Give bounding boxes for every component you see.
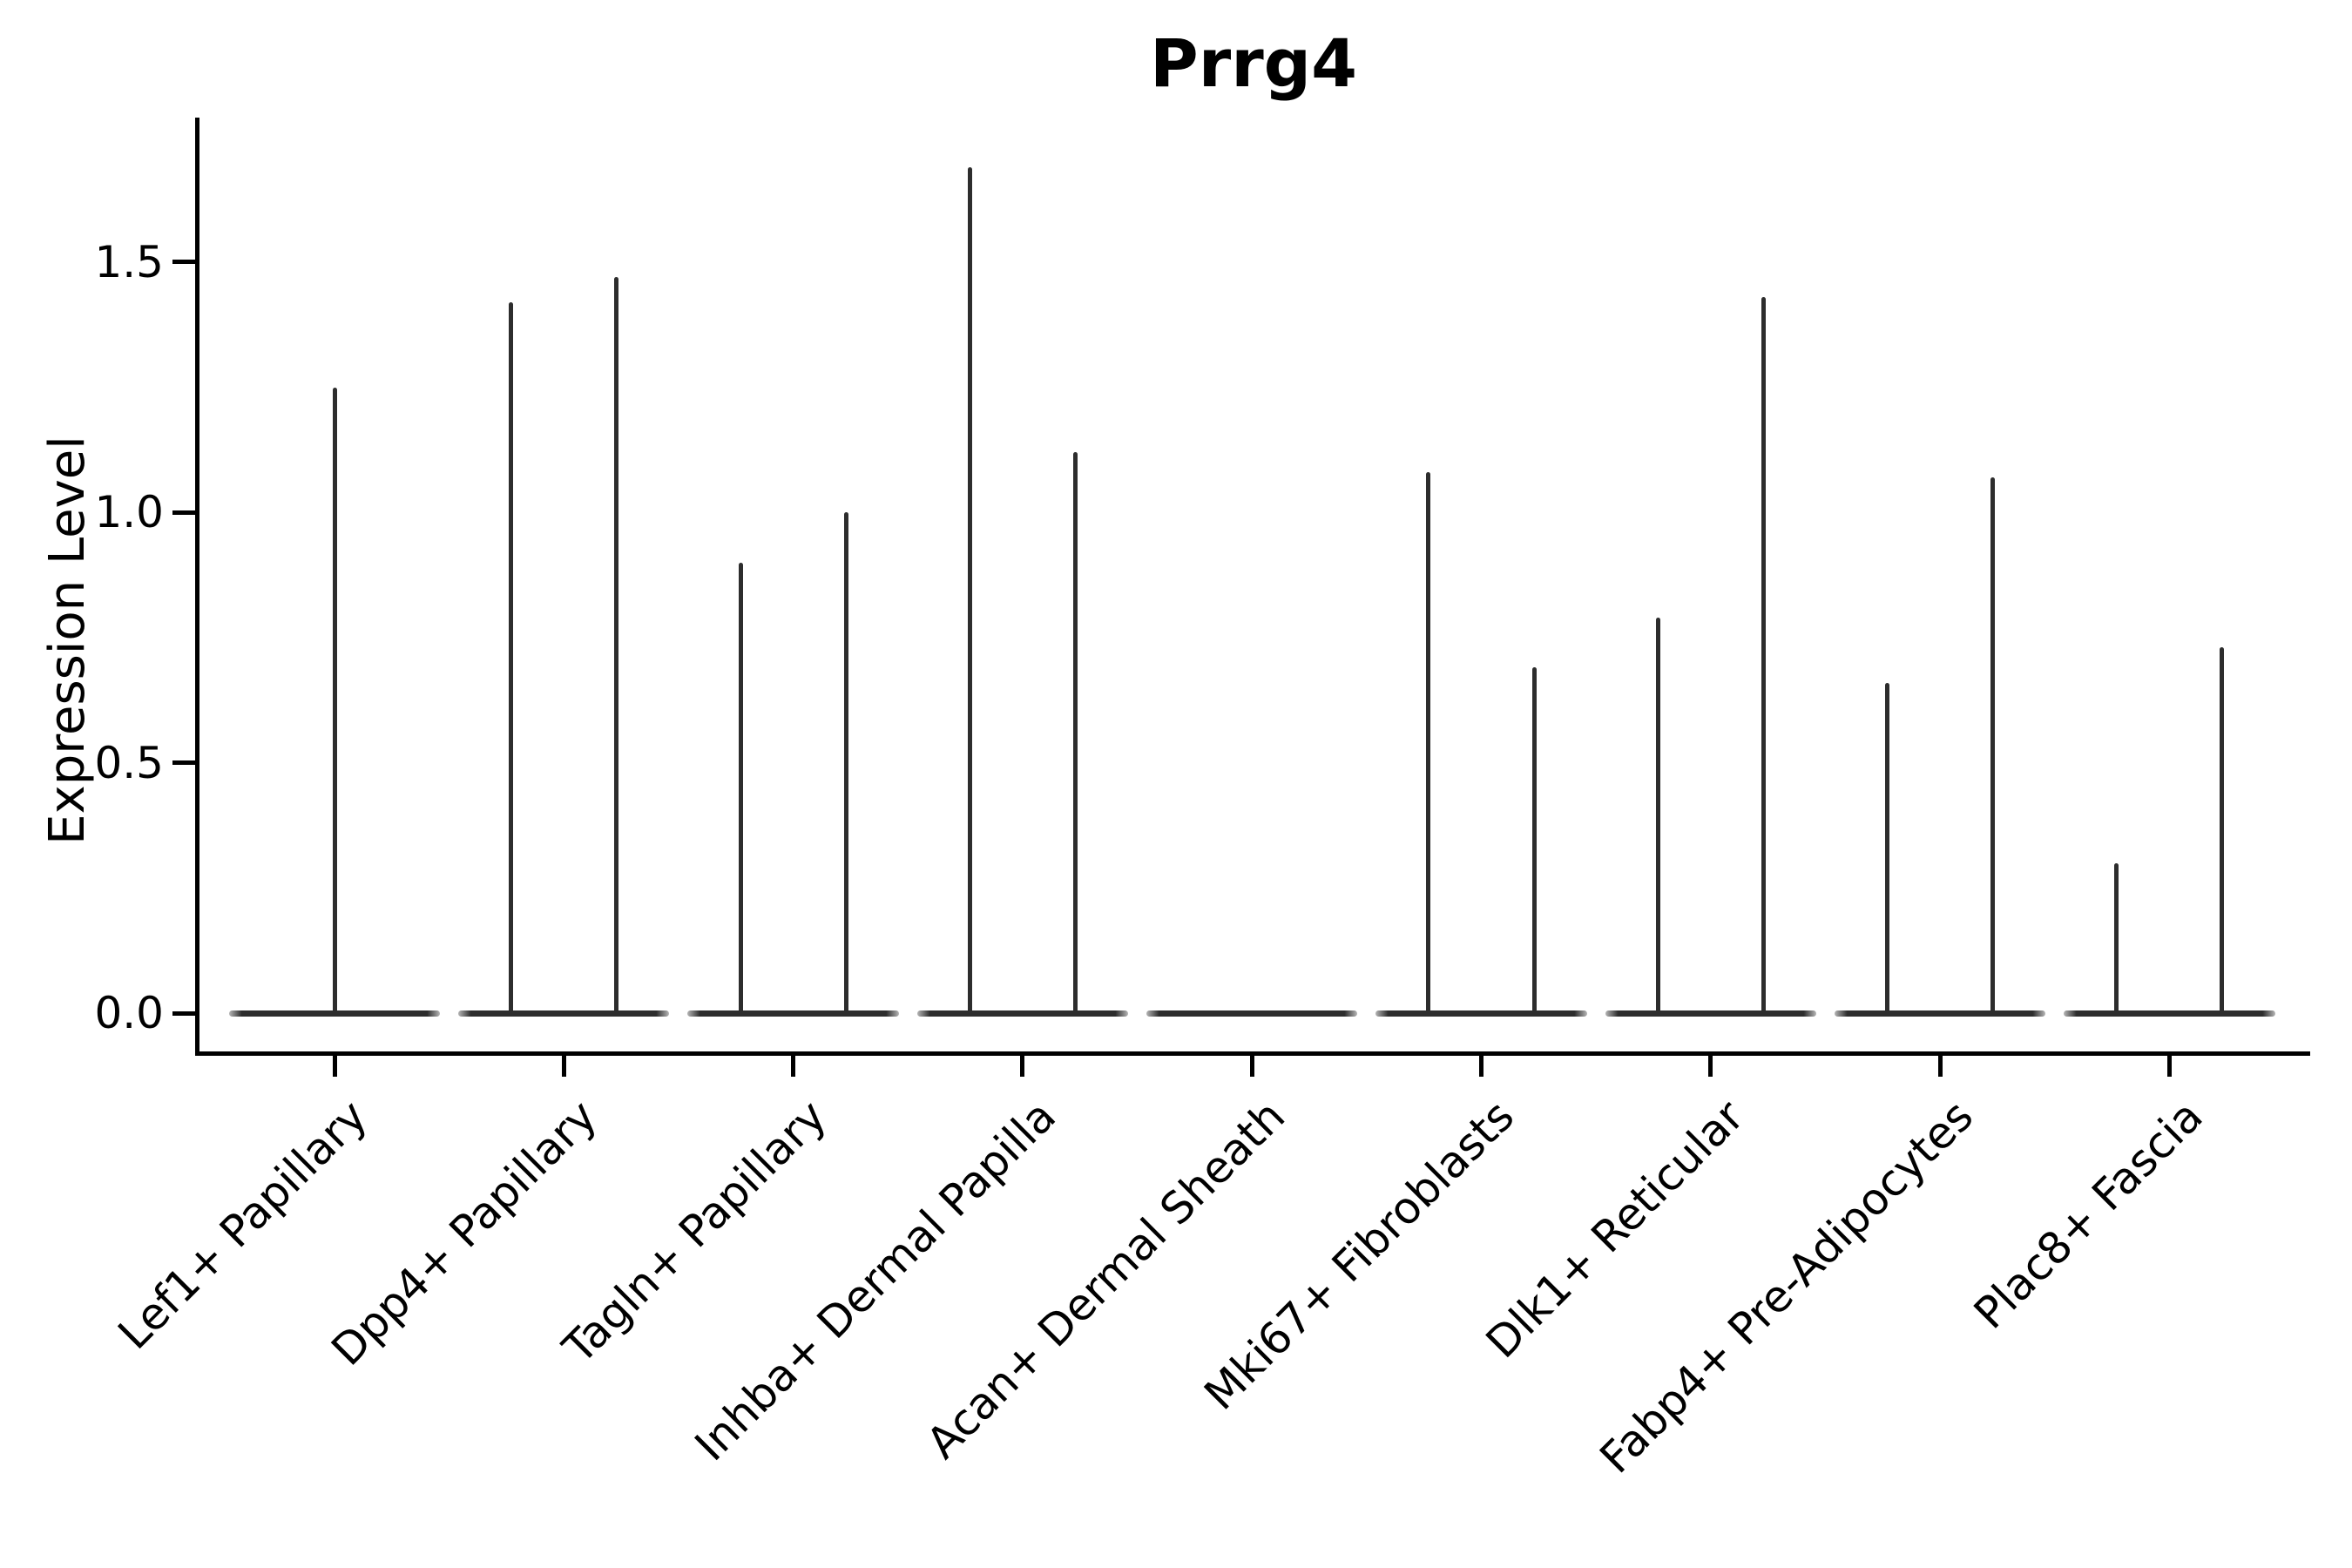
violin-base <box>687 1010 899 1017</box>
violin-base <box>2064 1010 2275 1017</box>
y-tick-label: 0.5 <box>94 737 164 788</box>
x-tick-mark <box>1937 1056 1943 1077</box>
violin-spike <box>1531 667 1537 1013</box>
violin-spike <box>1885 682 1890 1013</box>
violin-spike <box>1761 297 1766 1013</box>
x-tick-label: Fabp4+ Pre-Adipocytes <box>1590 1091 1984 1484</box>
y-tick-mark <box>172 1010 195 1016</box>
y-axis-spine <box>195 118 199 1056</box>
x-tick-mark <box>1249 1056 1254 1077</box>
violin-spike <box>1990 477 1996 1013</box>
violin-spike <box>843 512 848 1013</box>
x-tick-mark <box>1479 1056 1484 1077</box>
violin-spike <box>1072 452 1078 1013</box>
y-tick-label: 1.5 <box>94 236 164 287</box>
violin-base <box>1146 1010 1358 1017</box>
violin-spike <box>1655 617 1660 1013</box>
violin-spike <box>509 301 514 1013</box>
violin-spike <box>1426 472 1431 1013</box>
violin-spike <box>332 387 337 1013</box>
violin-base <box>916 1010 1129 1017</box>
violin-base <box>458 1010 670 1017</box>
violin-base <box>1834 1010 2046 1017</box>
violin-spike <box>967 166 972 1013</box>
y-tick-label: 1.0 <box>94 487 164 538</box>
y-axis-label: Expression Level <box>39 436 96 845</box>
x-tick-mark <box>2166 1056 2172 1077</box>
x-tick-label: Plac8+ Fascia <box>1963 1091 2213 1339</box>
violin-base <box>228 1010 441 1017</box>
x-tick-mark <box>1708 1056 1713 1077</box>
violin-spike <box>738 562 743 1013</box>
x-tick-mark <box>332 1056 337 1077</box>
violin-spike <box>2114 862 2119 1013</box>
x-tick-mark <box>1020 1056 1025 1077</box>
x-axis-spine <box>195 1051 2310 1056</box>
violin-base <box>1375 1010 1587 1017</box>
y-tick-mark <box>172 510 195 515</box>
x-tick-label: Lef1+ Papillary <box>108 1091 378 1360</box>
y-tick-mark <box>172 260 195 265</box>
x-tick-mark <box>561 1056 566 1077</box>
violin-spike <box>2220 647 2225 1013</box>
y-tick-mark <box>172 760 195 766</box>
x-tick-mark <box>791 1056 796 1077</box>
chart-title: Prrg4 <box>1150 24 1357 102</box>
violin-base <box>1605 1010 1816 1017</box>
y-tick-label: 0.0 <box>94 988 164 1038</box>
violin-spike <box>614 277 619 1013</box>
